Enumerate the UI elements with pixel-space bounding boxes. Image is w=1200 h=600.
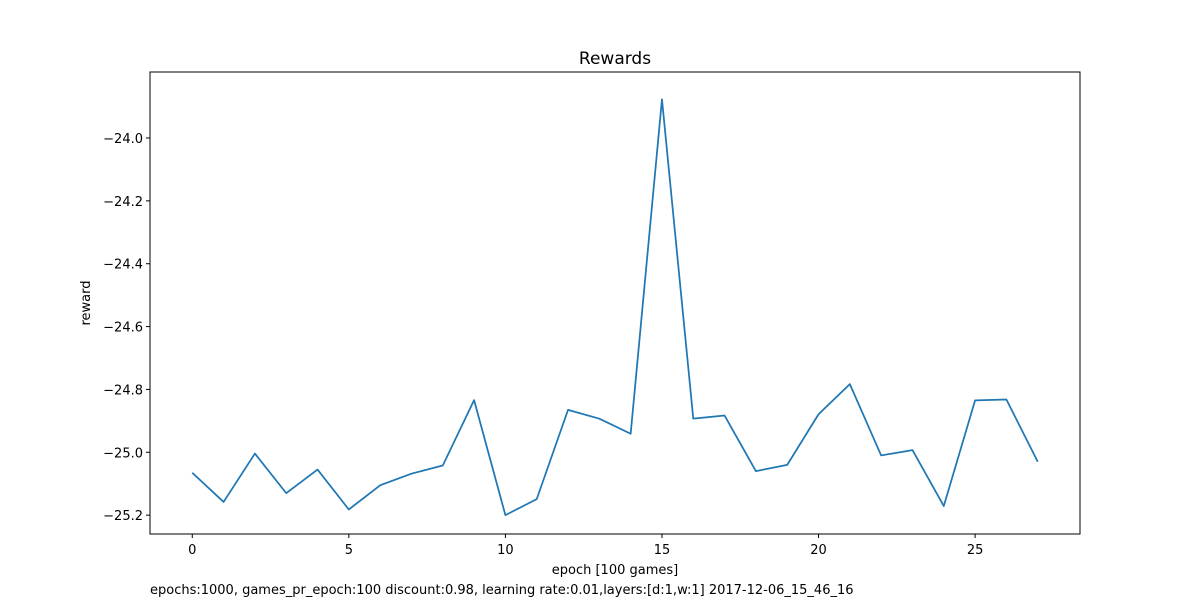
y-tick-label: −24.4	[103, 258, 143, 273]
y-tick-label: −25.2	[103, 509, 143, 524]
reward-series-line	[191, 98, 1039, 517]
x-axis-ticks: 0 5 10 15 20 25	[188, 534, 983, 558]
x-tick-label: 10	[497, 543, 514, 558]
x-axis-label: epoch [100 games]	[552, 563, 678, 578]
x-tick-label: 5	[345, 543, 353, 558]
y-axis-label: reward	[79, 280, 94, 325]
x-tick-label: 25	[967, 543, 984, 558]
x-tick-label: 0	[188, 543, 196, 558]
y-tick-label: −24.8	[103, 383, 143, 398]
y-axis-ticks: −24.0 −24.2 −24.4 −24.6 −24.8 −25.0 −25.2	[103, 132, 150, 524]
run-parameters-caption: epochs:1000, games_pr_epoch:100 discount…	[150, 583, 854, 598]
x-tick-label: 20	[810, 543, 827, 558]
y-tick-label: −24.0	[103, 132, 143, 147]
plot-area-frame	[149, 71, 1081, 535]
x-tick-label: 15	[654, 543, 671, 558]
y-tick-label: −24.6	[103, 321, 143, 336]
y-tick-label: −24.2	[103, 195, 143, 210]
y-tick-label: −25.0	[103, 446, 143, 461]
chart-title: Rewards	[579, 49, 651, 69]
